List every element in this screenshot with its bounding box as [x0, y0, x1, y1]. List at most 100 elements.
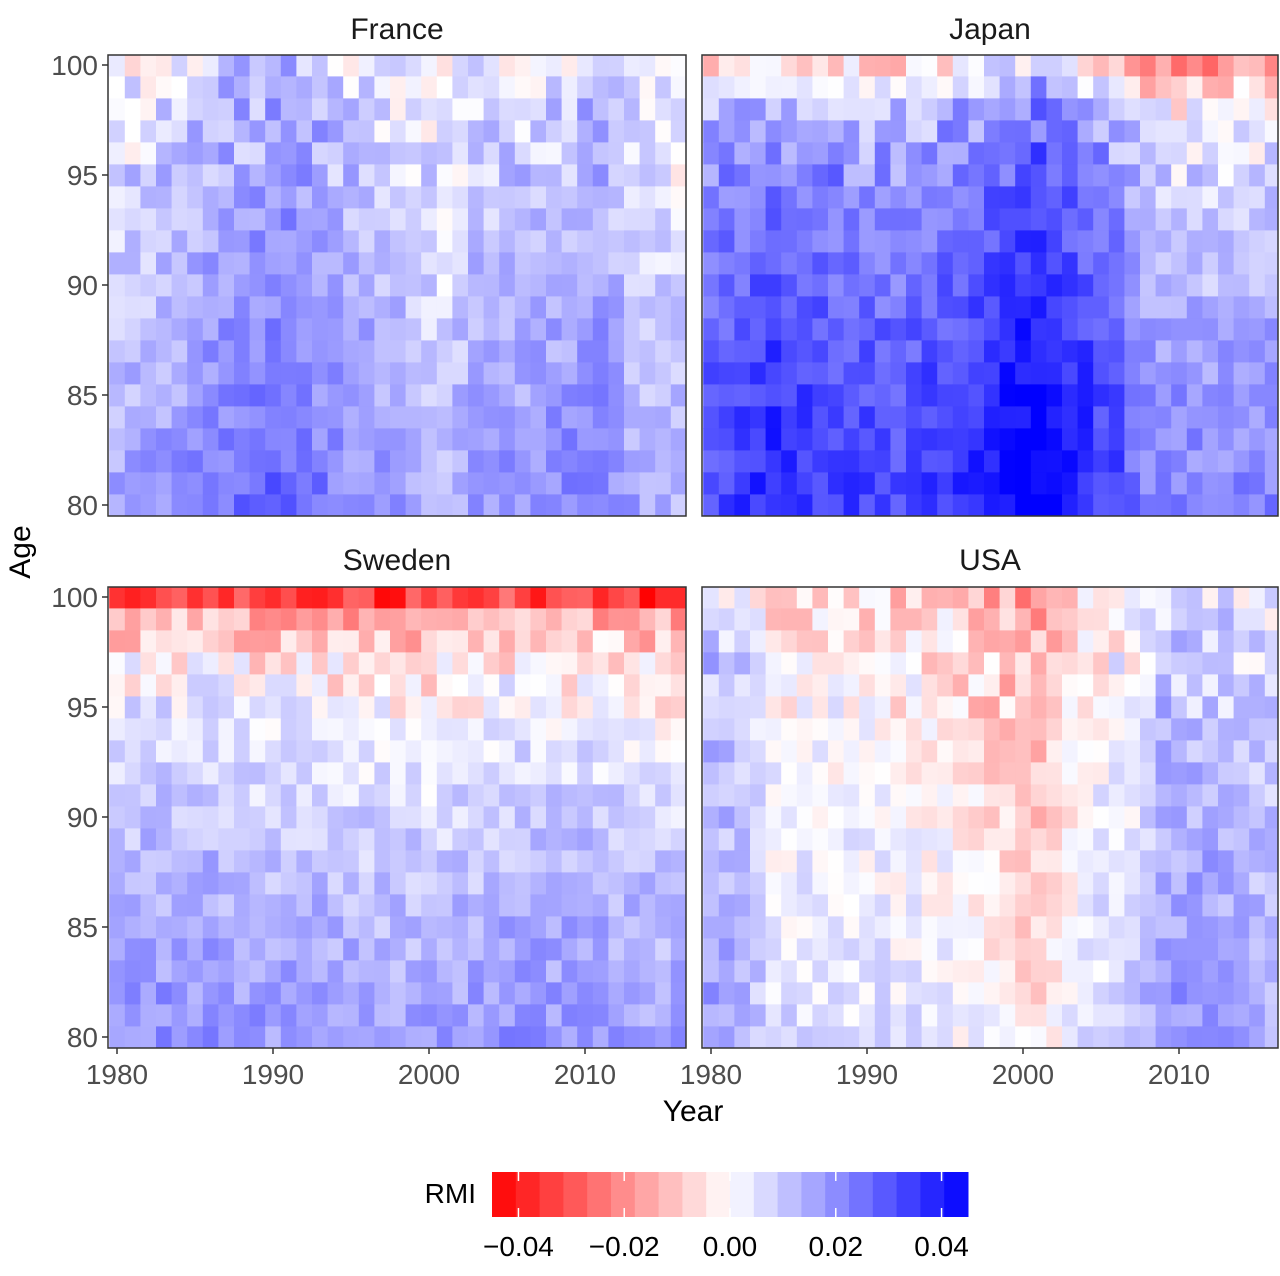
heatmap-tile [718, 630, 735, 653]
heatmap-tile [234, 652, 250, 675]
heatmap-tile [312, 55, 328, 77]
heatmap-tile [921, 98, 938, 121]
heatmap-tile [999, 806, 1016, 829]
heatmap-tile [296, 916, 313, 939]
heatmap-tile [1108, 296, 1125, 319]
heatmap-tile [187, 587, 204, 609]
heatmap-tile [1124, 740, 1141, 763]
heatmap-tile [639, 494, 656, 516]
heatmap-tile [1202, 142, 1219, 165]
heatmap-tile [1249, 828, 1266, 851]
heatmap-tile [1108, 587, 1125, 609]
heatmap-tile [1233, 938, 1250, 961]
heatmap-tile [781, 696, 798, 719]
heatmap-tile [843, 674, 860, 697]
heatmap-tile [608, 76, 625, 99]
heatmap-tile [734, 828, 751, 851]
heatmap-tile [1015, 762, 1032, 785]
heatmap-tile [750, 142, 766, 165]
heatmap-tile [796, 718, 813, 741]
heatmap-tile [1077, 718, 1094, 741]
heatmap-tile [592, 674, 609, 697]
heatmap-tile [499, 362, 516, 385]
heatmap-tile [156, 982, 172, 1005]
heatmap-tile [984, 916, 1000, 939]
heatmap-tile [796, 982, 813, 1005]
heatmap-tile [390, 98, 406, 121]
heatmap-tile [249, 55, 266, 77]
heatmap-tile [390, 762, 406, 785]
heatmap-tile [202, 894, 219, 917]
heatmap-tile [843, 252, 860, 275]
heatmap-tile [1202, 587, 1219, 609]
heatmap-tile [1140, 938, 1156, 961]
heatmap-tile [624, 894, 640, 917]
heatmap-tile [1030, 450, 1047, 473]
heatmap-tile [171, 340, 188, 363]
heatmap-tile [1124, 428, 1141, 451]
heatmap-tile [1264, 1026, 1278, 1048]
heatmap-tile [703, 406, 720, 429]
heatmap-tile [343, 252, 360, 275]
heatmap-tile [156, 696, 172, 719]
heatmap-tile [468, 696, 484, 719]
heatmap-tile [703, 340, 720, 363]
heatmap-tile [358, 76, 375, 99]
heatmap-tile [1233, 740, 1250, 763]
heatmap-tile [390, 740, 406, 763]
heatmap-tile [812, 1026, 829, 1048]
heatmap-tile [358, 274, 375, 297]
heatmap-tile [639, 938, 656, 961]
heatmap-tile [906, 164, 922, 187]
heatmap-tile [1218, 428, 1234, 451]
heatmap-tile [937, 208, 954, 231]
heatmap-tile [734, 1026, 751, 1048]
heatmap-tile [1249, 274, 1266, 297]
heatmap-tile [577, 850, 594, 873]
heatmap-tile [1046, 98, 1063, 121]
heatmap-tile [906, 98, 922, 121]
heatmap-tile [1186, 828, 1203, 851]
heatmap-tile [202, 76, 219, 99]
legend-color-step [492, 1172, 517, 1217]
heatmap-tile [483, 1026, 500, 1048]
heatmap-tile [812, 450, 829, 473]
heatmap-tile [624, 274, 640, 297]
heatmap-tile [828, 674, 844, 697]
heatmap-tile [906, 274, 922, 297]
heatmap-tile [374, 362, 391, 385]
heatmap-tile [546, 274, 562, 297]
heatmap-tile [499, 762, 516, 785]
heatmap-tile [421, 76, 438, 99]
heatmap-tile [280, 494, 297, 516]
heatmap-tile [655, 982, 672, 1005]
heatmap-tile [624, 472, 640, 495]
heatmap-tile [1108, 450, 1125, 473]
heatmap-tile [1124, 318, 1141, 341]
heatmap-tile [265, 164, 282, 187]
heatmap-tile [1077, 76, 1094, 99]
heatmap-tile [703, 450, 720, 473]
heatmap-tile [577, 674, 594, 697]
heatmap-tile [109, 1026, 126, 1048]
heatmap-tile [1015, 806, 1032, 829]
heatmap-tile [750, 76, 766, 99]
heatmap-tile [1264, 696, 1278, 719]
heatmap-tile [374, 630, 391, 653]
heatmap-tile [265, 850, 282, 873]
heatmap-tile [750, 587, 766, 609]
heatmap-tile [624, 828, 640, 851]
heatmap-tile [1202, 916, 1219, 939]
heatmap-tile [483, 120, 500, 143]
heatmap-tile [703, 120, 720, 143]
heatmap-tile [514, 142, 531, 165]
heatmap-tile [1249, 696, 1266, 719]
heatmap-tile [670, 318, 686, 341]
heatmap-tile [405, 828, 422, 851]
heatmap-tile [171, 76, 188, 99]
heatmap-tile [421, 740, 438, 763]
heatmap-tile [1140, 164, 1156, 187]
heatmap-tile [468, 894, 484, 917]
heatmap-tile [1062, 428, 1078, 451]
